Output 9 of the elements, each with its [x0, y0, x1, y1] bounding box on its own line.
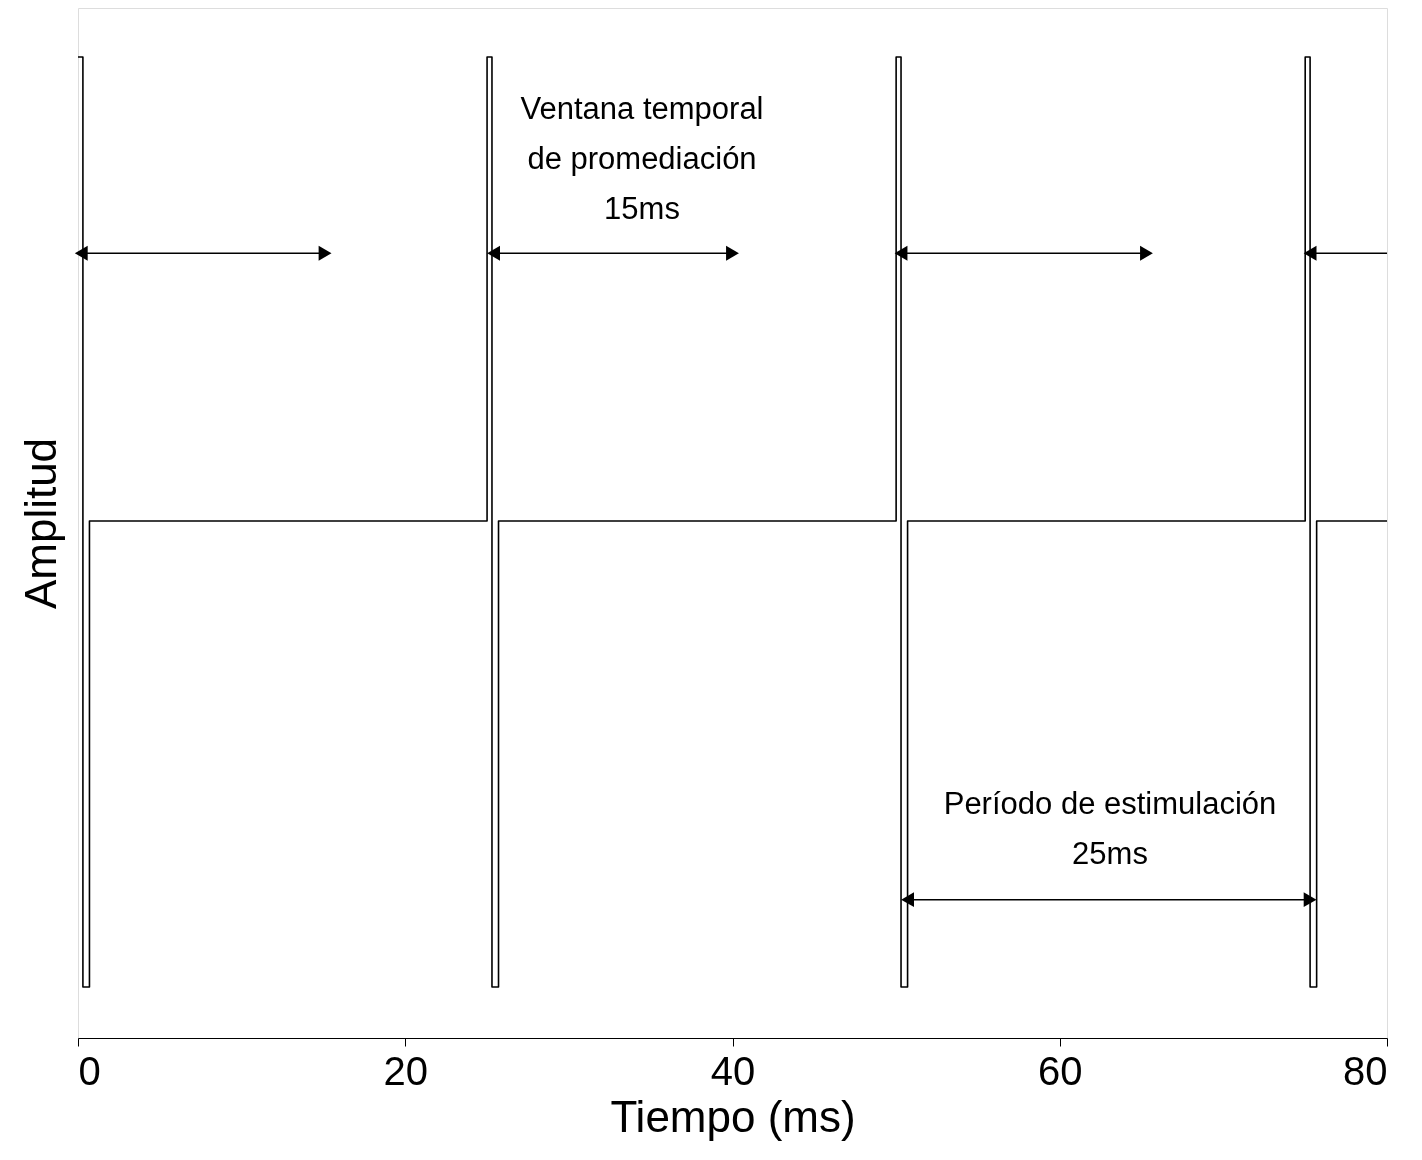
x-tick-label: 80 — [1343, 1048, 1388, 1093]
annotation: Período de estimulación 25ms — [943, 786, 1277, 871]
x-tick-label: 0 — [78, 1048, 101, 1093]
y-axis-title: Amplitud — [15, 437, 65, 610]
x-axis-title: Tiempo (ms) — [610, 1091, 856, 1141]
x-tick-label: 60 — [1038, 1048, 1083, 1093]
annotation: Ventana temporal de promediación 15ms — [520, 91, 764, 226]
x-tick-label: 20 — [383, 1048, 428, 1093]
x-tick-label: 40 — [710, 1048, 756, 1093]
